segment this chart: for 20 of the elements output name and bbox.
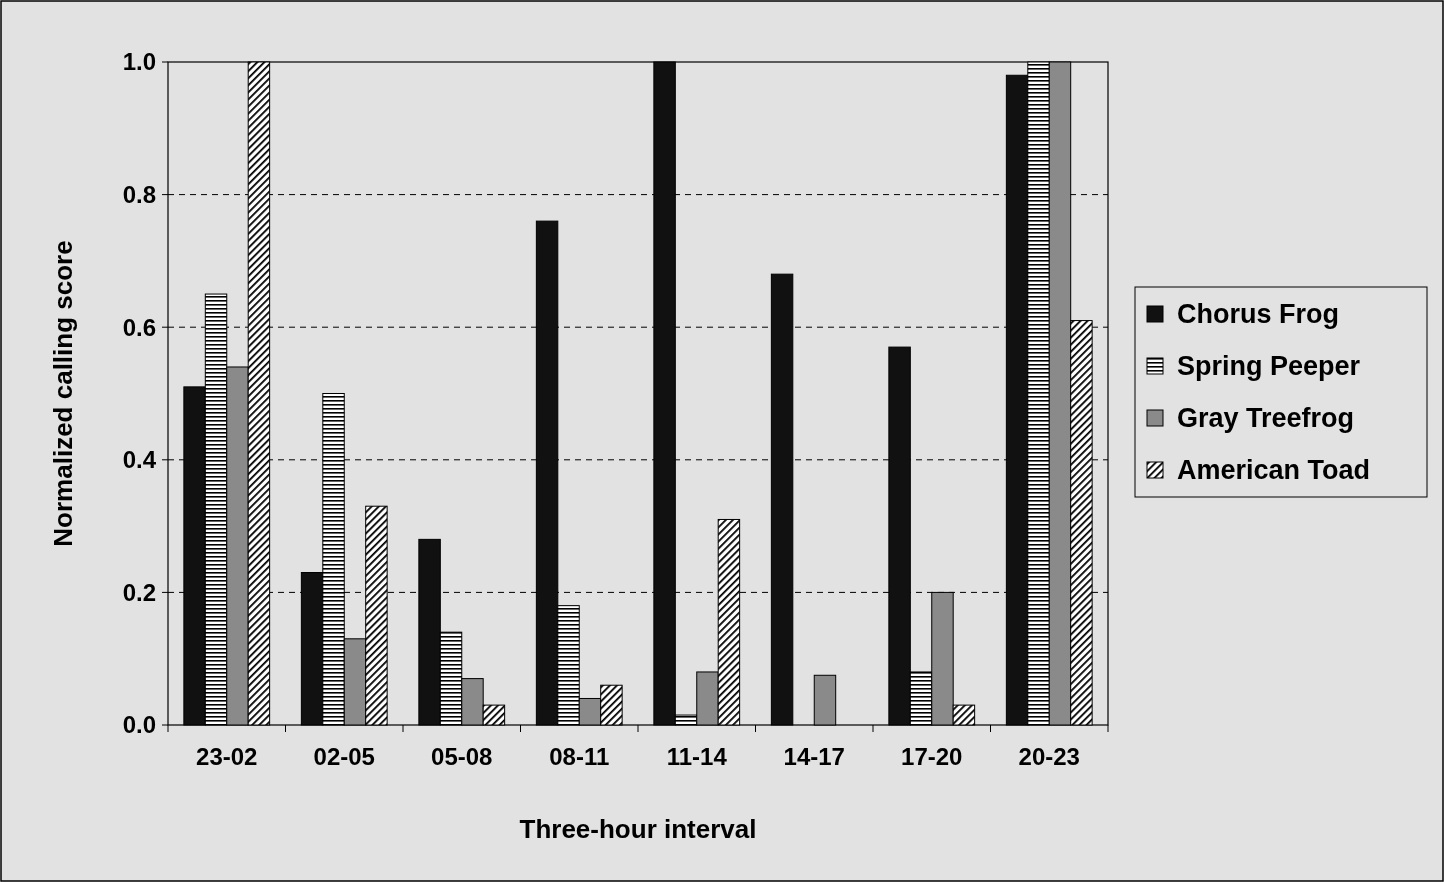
x-tick-label: 20-23 bbox=[1018, 743, 1080, 770]
y-tick-label: 0.4 bbox=[122, 446, 157, 474]
y-tick-label: 0.2 bbox=[122, 578, 156, 606]
x-tick-label: 08-11 bbox=[549, 743, 610, 770]
legend-label: Gray Treefrog bbox=[1177, 403, 1355, 434]
y-tick-label: 1.0 bbox=[122, 48, 156, 76]
legend-label: Chorus Frog bbox=[1177, 299, 1339, 330]
legend-label: American Toad bbox=[1177, 455, 1371, 486]
legend-label: Spring Peeper bbox=[1177, 351, 1361, 382]
y-tick-label: 0.0 bbox=[122, 711, 156, 739]
y-tick-label: 0.6 bbox=[122, 313, 156, 341]
x-tick-label: 11-14 bbox=[666, 743, 728, 770]
x-tick-label: 17-20 bbox=[901, 743, 963, 770]
x-tick-label: 23-02 bbox=[196, 743, 258, 770]
x-axis-title: Three-hour interval bbox=[519, 814, 757, 844]
x-tick-label: 05-08 bbox=[431, 743, 493, 770]
y-tick-label: 0.8 bbox=[122, 181, 156, 208]
x-tick-label: 14-17 bbox=[783, 743, 845, 770]
y-axis-title: Normalized calling score bbox=[48, 240, 78, 547]
x-tick-label: 02-05 bbox=[313, 743, 375, 770]
